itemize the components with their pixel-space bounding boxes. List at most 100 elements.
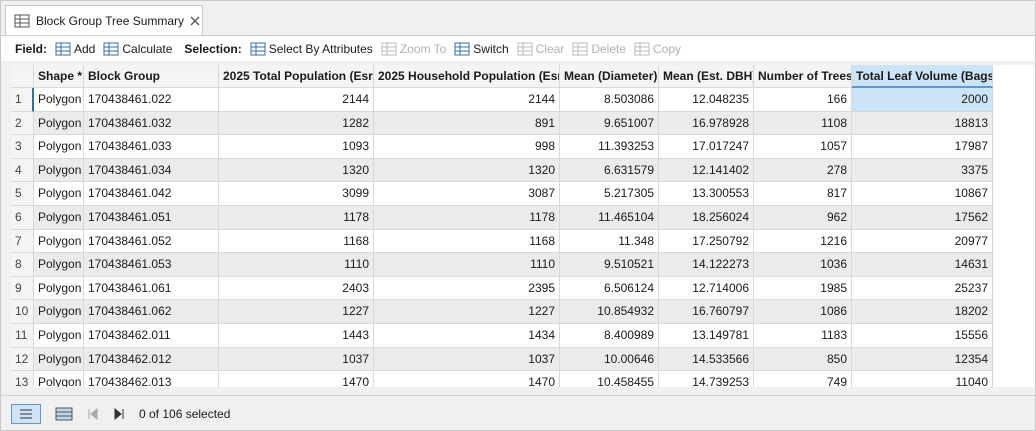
table-cell: 9.510521 [560, 253, 659, 277]
button-icon [634, 42, 650, 55]
row-number[interactable]: 6 [11, 206, 34, 230]
column-header[interactable]: Number of Trees [754, 65, 852, 88]
table-cell: 10.458455 [560, 371, 659, 387]
table-cell: 170438461.033 [84, 135, 219, 159]
column-header[interactable]: 2025 Household Population (Esri) [374, 65, 560, 88]
row-number[interactable]: 8 [11, 253, 34, 277]
field-button[interactable]: Add [55, 42, 95, 56]
column-header[interactable]: Mean (Diameter) [560, 65, 659, 88]
table-cell: 16.760797 [659, 300, 754, 324]
table-cell: 170438461.052 [84, 229, 219, 254]
row-number[interactable]: 11 [11, 324, 34, 348]
table-cell: 1985 [754, 276, 852, 301]
toolbar: Field: Add Calculate Selection: Select By… [1, 35, 1035, 61]
table-cell: 170438461.022 [84, 88, 219, 112]
selection-buttons: Select By Attributes Zoom To Switch Clear De… [250, 42, 689, 56]
table-cell: 14.739253 [659, 371, 754, 387]
table-cell: 998 [374, 135, 560, 159]
selection-button: Zoom To [381, 42, 446, 56]
table-cell: 850 [754, 347, 852, 372]
column-header[interactable]: Mean (Est. DBH) [659, 65, 754, 88]
table-cell: 12.141402 [659, 158, 754, 183]
row-number[interactable]: 1 [11, 88, 34, 112]
table-cell: 170438461.032 [84, 111, 219, 136]
table-cell: 170438461.053 [84, 253, 219, 277]
button-label: Delete [591, 41, 626, 56]
table-cell: 1108 [754, 111, 852, 136]
tab-title: Block Group Tree Summary [36, 13, 185, 28]
table-cell: Polygon [34, 135, 84, 159]
table-cell: 6.631579 [560, 158, 659, 183]
row-number[interactable]: 7 [11, 229, 34, 254]
table-cell: 1282 [219, 111, 374, 136]
table-cell: 8.503086 [560, 88, 659, 112]
row-number[interactable]: 2 [11, 111, 34, 136]
table-cell: 11.393253 [560, 135, 659, 159]
row-number[interactable]: 5 [11, 182, 34, 206]
column-header[interactable]: 2025 Total Population (Esri) [219, 65, 374, 88]
table-cell: 1470 [219, 371, 374, 387]
table-cell: 1036 [754, 253, 852, 277]
table-cell: 1057 [754, 135, 852, 159]
table-cell: 6.506124 [560, 276, 659, 301]
table-cell: 13.149781 [659, 324, 754, 348]
field-label: Field: [15, 41, 47, 56]
table-cell: 749 [754, 371, 852, 387]
column-header[interactable]: Shape * [34, 65, 84, 88]
button-icon [103, 42, 119, 55]
table-cell: 17.017247 [659, 135, 754, 159]
table-cell: Polygon [34, 347, 84, 372]
table-cell: 1320 [219, 158, 374, 183]
table-cell: 278 [754, 158, 852, 183]
last-button[interactable] [113, 407, 125, 420]
table-cell: 20977 [852, 229, 993, 254]
table-cell: Polygon [34, 229, 84, 254]
row-number[interactable]: 13 [11, 371, 34, 387]
table-cell: Polygon [34, 206, 84, 230]
table-grid: Shape * Block Group 2025 Total Population … [11, 65, 1035, 387]
table-cell: Polygon [34, 158, 84, 183]
table-cell: 17.250792 [659, 229, 754, 254]
table-cell: 11040 [852, 371, 993, 387]
table-cell: 1443 [219, 324, 374, 348]
column-header[interactable]: Total Leaf Volume (Bags) [852, 65, 993, 88]
table-cell: 1168 [219, 229, 374, 254]
view-all-button[interactable] [11, 403, 41, 424]
table-cell: 170438461.042 [84, 182, 219, 206]
button-label: Switch [473, 41, 509, 56]
table-cell: Polygon [34, 324, 84, 348]
table-icon [14, 14, 30, 27]
tab[interactable]: Block Group Tree Summary [5, 5, 203, 35]
table-cell: 5.217305 [560, 182, 659, 206]
close-tab[interactable] [190, 16, 200, 26]
row-number[interactable]: 10 [11, 300, 34, 324]
table-cell: 1227 [219, 300, 374, 324]
selection-button[interactable]: Select By Attributes [250, 42, 373, 56]
table-cell: 2144 [219, 88, 374, 112]
table-cell: 1037 [219, 347, 374, 372]
table-cell: 170438462.012 [84, 347, 219, 372]
button-label: Zoom To [399, 41, 447, 56]
table-cell: 166 [754, 88, 852, 112]
selection-button: Copy [634, 42, 681, 56]
row-number[interactable]: 12 [11, 347, 34, 372]
table-cell: Polygon [34, 300, 84, 324]
row-number[interactable]: 3 [11, 135, 34, 159]
field-button[interactable]: Calculate [103, 42, 172, 56]
selection-button: Clear [517, 42, 564, 56]
column-header[interactable]: Block Group [84, 65, 219, 88]
row-number[interactable]: 4 [11, 158, 34, 183]
table-cell: 1216 [754, 229, 852, 254]
table-cell: 25237 [852, 276, 993, 301]
view-selected-button[interactable] [55, 407, 73, 421]
table-cell: 10867 [852, 182, 993, 206]
row-number[interactable]: 9 [11, 276, 34, 301]
button-label: Add [74, 41, 96, 56]
first-button[interactable] [87, 407, 99, 420]
table-cell: 1183 [754, 324, 852, 348]
selection-button[interactable]: Switch [454, 41, 509, 56]
table-cell: 1320 [374, 158, 560, 183]
table-cell: 18202 [852, 300, 993, 324]
table-cell: Polygon [34, 253, 84, 277]
